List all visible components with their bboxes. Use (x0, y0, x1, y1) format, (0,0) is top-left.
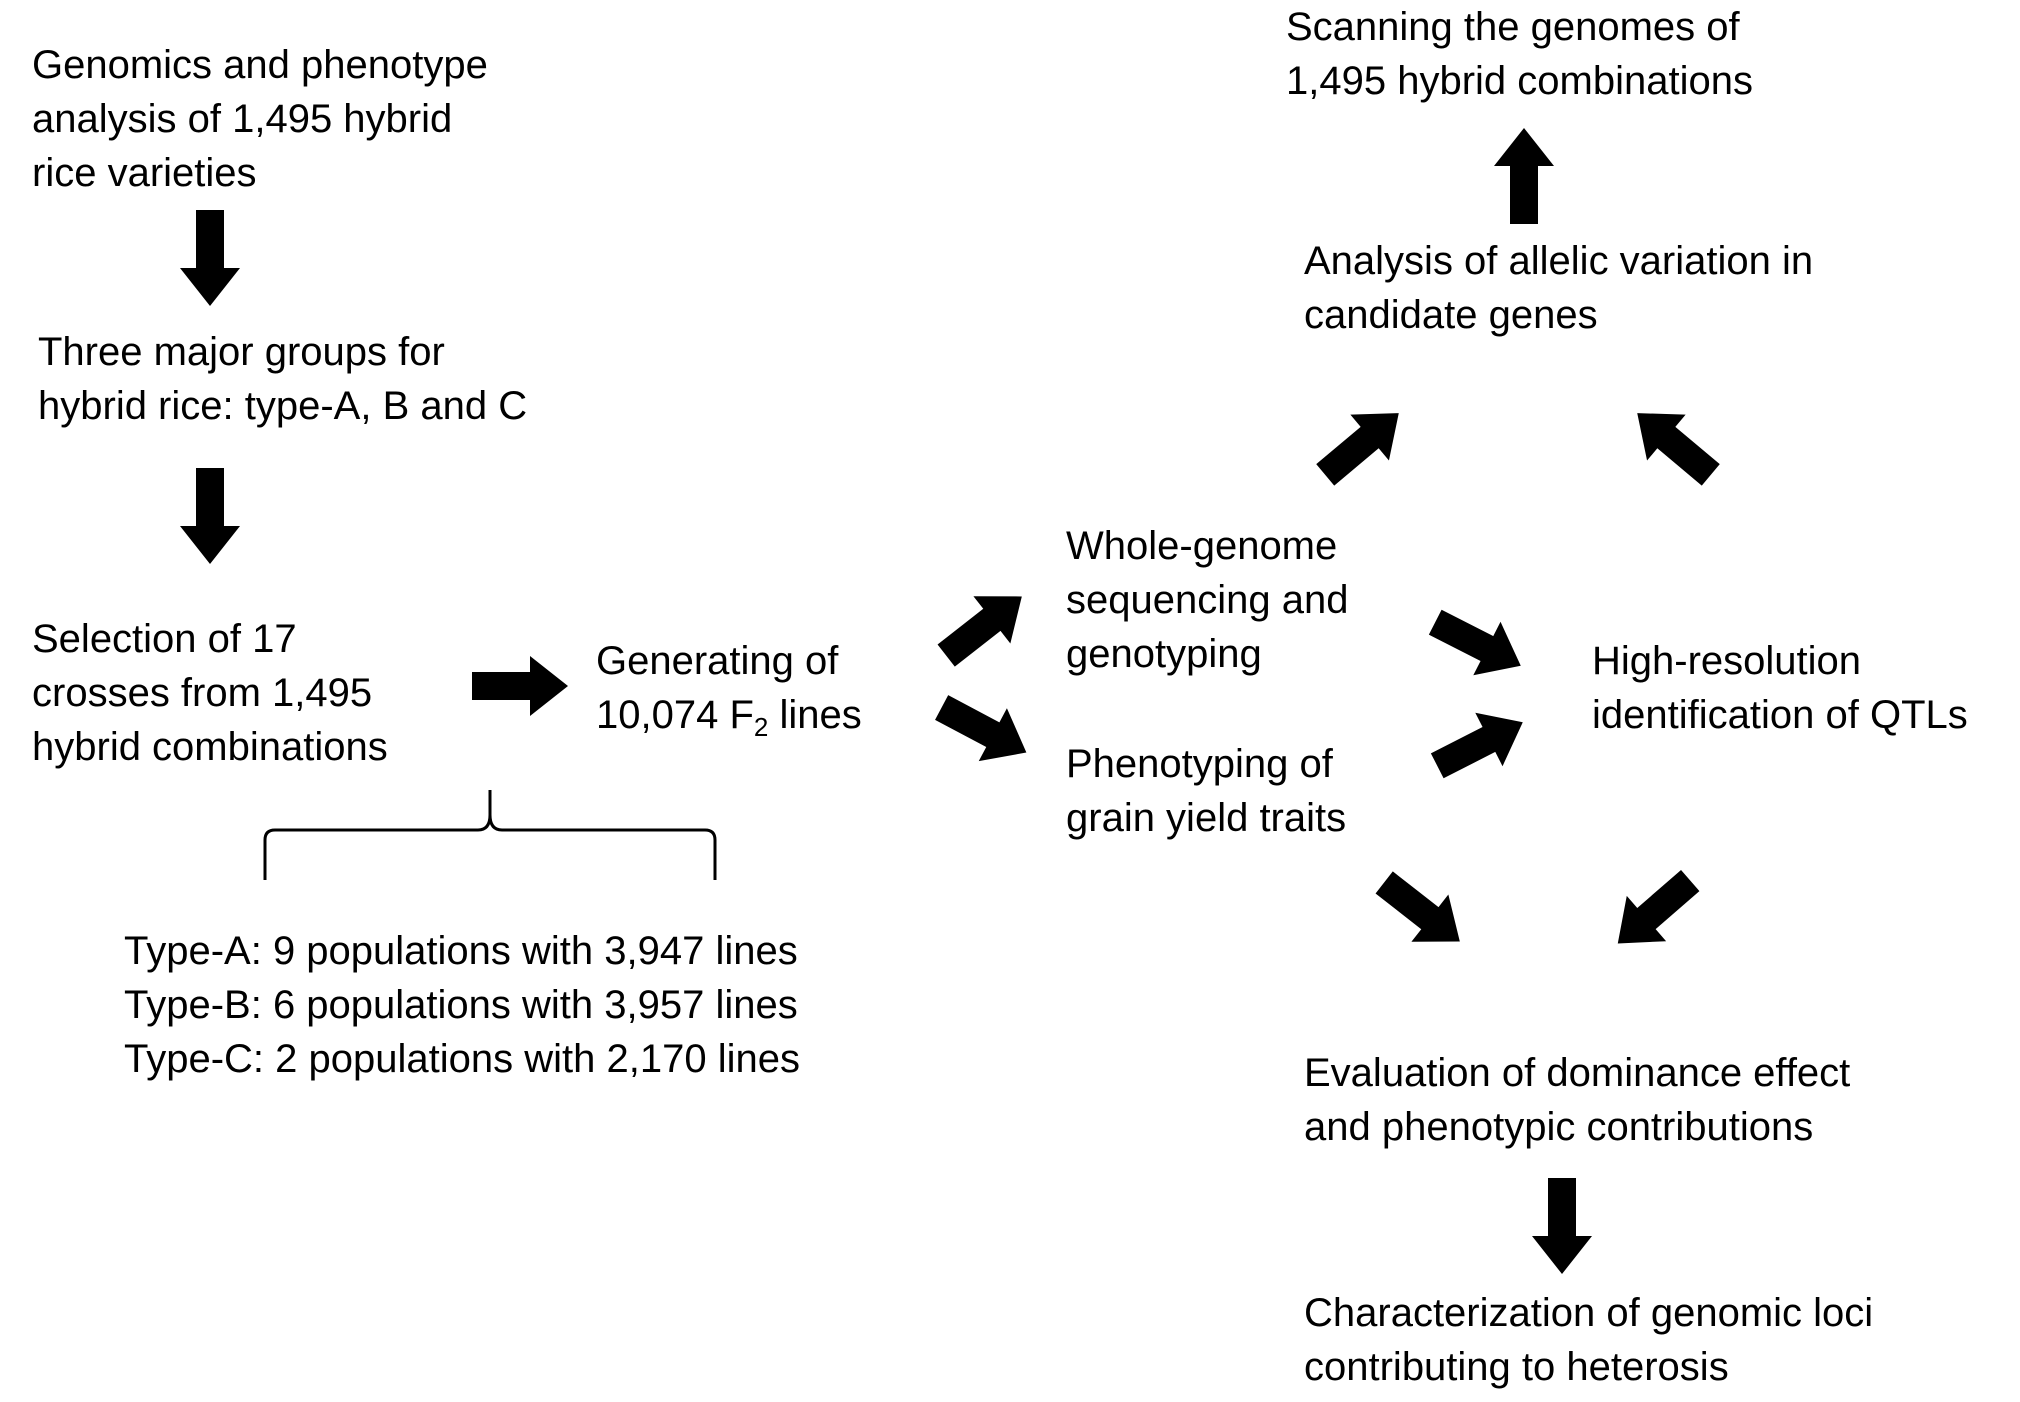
node-phenotyping: Phenotyping of grain yield traits (1066, 737, 1346, 845)
node-text-line-f2: 10,074 F2 lines (596, 688, 862, 742)
node-genomic-loci: Characterization of genomic loci contrib… (1304, 1286, 1873, 1394)
node-population-types: Type-A: 9 populations with 3,947 lines T… (124, 924, 800, 1086)
node-text-line: analysis of 1,495 hybrid (32, 97, 453, 141)
node-scanning-genomes: Scanning the genomes of 1,495 hybrid com… (1286, 0, 1753, 108)
node-text-line: genotyping (1066, 632, 1262, 676)
arrow-dominance-to-loci (1532, 1178, 1592, 1274)
node-text-line: and phenotypic contributions (1304, 1105, 1814, 1149)
arrow-generating-to-wgs (927, 572, 1041, 680)
node-text-line: contributing to heterosis (1304, 1345, 1729, 1389)
node-text-line: rice varieties (32, 151, 257, 195)
arrow-wgs-to-qtl (1421, 595, 1535, 693)
node-text-line: crosses from 1,495 (32, 671, 373, 715)
node-text-line: Three major groups for (38, 330, 445, 374)
type-b-line: Type-B: 6 populations with 3,957 lines (124, 983, 798, 1027)
arrow-generating-to-phenotyping (927, 680, 1041, 780)
node-generating-f2-lines: Generating of 10,074 F2 lines (596, 634, 862, 742)
node-text-line: Generating of (596, 639, 839, 683)
arrow-selection-to-generating (472, 656, 568, 716)
arrow-qtl-to-allelic (1617, 390, 1731, 498)
node-text-line: High-resolution (1592, 639, 1862, 683)
node-genomics-analysis: Genomics and phenotype analysis of 1,495… (32, 38, 488, 200)
node-text-line: Characterization of genomic loci (1304, 1291, 1874, 1335)
node-text-line: hybrid combinations (32, 725, 388, 769)
node-text-line: grain yield traits (1066, 796, 1347, 840)
type-a-line: Type-A: 9 populations with 3,947 lines (124, 929, 798, 973)
f2-suffix: lines (768, 693, 862, 737)
node-text-line: Selection of 17 (32, 617, 297, 661)
arrow-genomics-to-groups (180, 210, 240, 306)
node-allelic-variation: Analysis of allelic variation in candida… (1304, 234, 1813, 342)
arrow-phenotyping-to-dominance (1365, 858, 1479, 966)
node-qtl-identification: High-resolution identification of QTLs (1592, 634, 1968, 742)
grouping-brace (263, 790, 717, 880)
node-dominance-evaluation: Evaluation of dominance effect and pheno… (1304, 1046, 1850, 1154)
type-c-line: Type-C: 2 populations with 2,170 lines (124, 1037, 800, 1081)
node-whole-genome-sequencing: Whole-genome sequencing and genotyping (1066, 519, 1348, 681)
node-text-line: Genomics and phenotype (32, 43, 488, 87)
node-text-line: candidate genes (1304, 293, 1598, 337)
f2-subscript: 2 (753, 712, 769, 742)
node-text-line: identification of QTLs (1592, 693, 1968, 737)
node-text-line: Phenotyping of (1066, 742, 1333, 786)
node-text-line: 1,495 hybrid combinations (1286, 59, 1753, 103)
node-text-line: hybrid rice: type-A, B and C (38, 384, 528, 428)
node-text-line: Analysis of allelic variation in (1304, 239, 1814, 283)
node-text-line: sequencing and (1066, 578, 1349, 622)
arrow-allelic-to-scanning (1494, 128, 1554, 224)
arrow-wgs-to-allelic (1305, 390, 1419, 498)
arrow-phenotyping-to-qtl (1423, 695, 1537, 793)
f2-prefix: 10,074 F (596, 693, 754, 737)
arrow-groups-to-selection (180, 468, 240, 564)
node-text-line: Whole-genome (1066, 524, 1338, 568)
node-three-groups: Three major groups for hybrid rice: type… (38, 325, 527, 433)
node-text-line: Evaluation of dominance effect (1304, 1051, 1851, 1095)
node-text-line: Scanning the genomes of (1286, 5, 1740, 49)
arrow-qtl-to-dominance (1598, 857, 1710, 967)
node-selection-of-crosses: Selection of 17 crosses from 1,495 hybri… (32, 612, 388, 774)
